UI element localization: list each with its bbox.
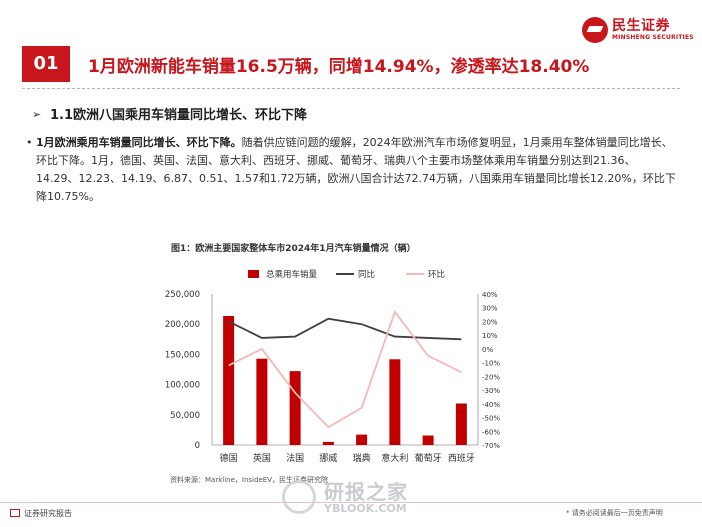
logo-subtext: MINSHENG SECURITIES — [612, 34, 694, 41]
chart-title: 图1：欧洲主要国家整体车市2024年1月汽车销量情况（辆） — [171, 244, 416, 254]
category-label: 意大利 — [381, 452, 408, 464]
right-tick-label: -10% — [482, 360, 500, 368]
sales-chart: 总乘用车销量 同比 环比 0 50,000 100,000 150,000 200,000 2… — [165, 269, 501, 464]
subsection-arrow-icon: ➢ — [32, 108, 42, 121]
chart-legend: 总乘用车销量 同比 环比 — [248, 269, 445, 280]
subsection-title: 1.1欧洲八国乘用车销量同比增长、环比下降 — [50, 108, 308, 123]
bar — [455, 403, 467, 445]
header-divider — [22, 88, 680, 89]
chart-source: 资料来源：Markline，InsideEV，民生证券研究院 — [170, 476, 328, 484]
left-tick-label: 150,000 — [165, 350, 200, 360]
watermark: 研报之家 YBLOOK.COM — [282, 476, 432, 520]
watermark-text: 研报之家 — [324, 480, 408, 504]
line-series — [228, 309, 462, 429]
left-tick-label: 200,000 — [165, 320, 200, 330]
paragraph-lead: 1月欧洲乘用车销量同比增长、环比下降。 — [36, 136, 242, 149]
right-tick-label: 10% — [482, 332, 498, 340]
category-labels: 德国 英国 法国 挪威 瑞典 意大利 葡萄牙 西班牙 — [220, 452, 475, 464]
footer-left: 证券研究报告 — [10, 508, 72, 519]
legend-swatch — [248, 270, 259, 278]
series-line — [228, 317, 462, 341]
right-tick-label: 20% — [482, 318, 498, 326]
book-icon — [10, 509, 20, 517]
bar — [389, 359, 401, 445]
footer-left-text: 证券研究报告 — [24, 509, 72, 518]
category-label: 挪威 — [319, 452, 337, 464]
legend-label: 同比 — [358, 269, 375, 280]
category-label: 葡萄牙 — [415, 452, 442, 464]
watermark-url: YBLOOK.COM — [324, 502, 407, 515]
right-tick-label: -40% — [482, 401, 500, 409]
right-tick-label: -70% — [482, 442, 500, 450]
right-tick-label: -30% — [482, 387, 500, 395]
bar — [289, 371, 301, 445]
footer-divider — [0, 502, 702, 503]
body-paragraph: • 1月欧洲乘用车销量同比增长、环比下降。随着供应链问题的缓解，2024年欧洲汽… — [26, 134, 676, 206]
logo-mark-icon — [582, 17, 608, 43]
right-tick-label: 40% — [482, 291, 498, 299]
bar — [422, 435, 434, 445]
bullet-icon: • — [26, 136, 33, 149]
bar-series — [223, 315, 467, 445]
footer-disclaimer: * 请务必阅读最后一页免责声明 — [566, 509, 663, 517]
category-label: 法国 — [286, 452, 304, 464]
bar — [322, 441, 334, 445]
left-tick-label: 250,000 — [165, 290, 200, 300]
logo-text: 民生证券 — [612, 18, 670, 34]
right-axis: -70% -60% -50% -40% -30% -20% -10% 0% 10% 20% 30% 4… — [477, 291, 500, 450]
category-label: 瑞典 — [353, 452, 371, 464]
company-logo: 民生证券 MINSHENG SECURITIES — [582, 13, 694, 47]
watermark-logo-icon — [282, 480, 316, 514]
left-axis: 0 50,000 100,000 150,000 200,000 250,000 — [165, 290, 478, 451]
category-label: 德国 — [220, 452, 238, 464]
category-label: 西班牙 — [448, 452, 475, 464]
bar — [223, 315, 235, 445]
right-tick-label: 30% — [482, 305, 498, 313]
legend-label: 总乘用车销量 — [266, 269, 318, 280]
section-title: 1月欧洲新能车销量16.5万辆，同增14.94%，渗透率达18.40% — [88, 57, 590, 77]
right-tick-label: -50% — [482, 415, 500, 423]
bar — [256, 358, 268, 445]
left-tick-label: 50,000 — [170, 411, 200, 421]
paragraph-text: 随着供应链问题的缓解，2024年欧洲汽车市场修复明显，1月乘用车整体销量同比增长… — [36, 136, 676, 203]
section-number-badge: 01 — [22, 46, 70, 82]
category-label: 英国 — [253, 452, 271, 464]
left-tick-label: 100,000 — [165, 381, 200, 391]
legend-label: 环比 — [428, 269, 445, 280]
right-tick-label: -20% — [482, 373, 500, 381]
right-tick-label: -60% — [482, 428, 500, 436]
series-line — [228, 309, 462, 429]
bar — [356, 434, 368, 445]
right-tick-label: 0% — [482, 346, 493, 354]
left-tick-label: 0 — [195, 441, 200, 451]
